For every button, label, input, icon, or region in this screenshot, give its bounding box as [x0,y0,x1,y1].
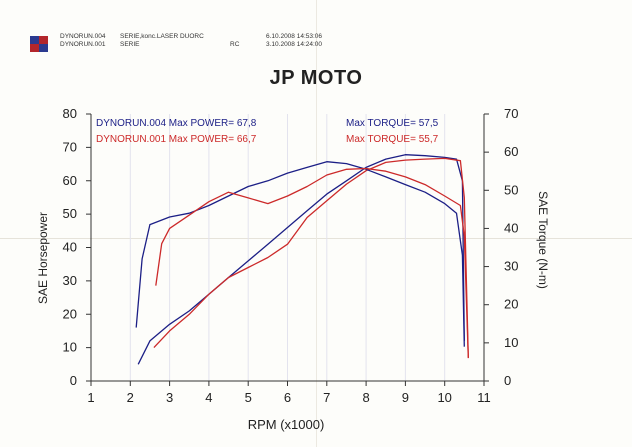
y-right-tick-label: 10 [504,335,518,350]
x-tick-label: 1 [87,390,94,405]
y-right-tick-label: 20 [504,297,518,312]
y-left-tick-label: 10 [63,340,77,355]
y-left-tick-label: 70 [63,139,77,154]
y-right-tick-label: 70 [504,106,518,121]
y-right-tick-label: 50 [504,182,518,197]
run-date: 6.10.2008 14:53:06 [266,33,323,40]
x-tick-label: 8 [362,390,369,405]
series-line-dynorun-001-torque [155,167,469,359]
y-right-tick-label: 0 [504,373,511,388]
chart-title: JP MOTO [269,67,363,89]
x-axis-label: RPM (x1000) [247,417,325,432]
annotation-run001-torque: Max TORQUE= 55,7 [346,134,439,145]
annotation-run001-power: DYNORUN.001 Max POWER= 66,7 [96,134,257,145]
y-left-tick-label: 20 [63,306,77,321]
run-name: DYNORUN.001 [60,41,106,48]
dyno-logo-icon [30,36,48,52]
run-desc: SERIE [120,41,140,48]
y-left-tick-label: 80 [63,106,77,121]
series-line-dynorun-004-torque [135,161,465,347]
x-tick-label: 7 [323,390,330,405]
run-code: RC [230,41,240,48]
x-tick-label: 9 [402,390,409,405]
run-desc: SERIE,konc.LASER DUORC [120,33,204,40]
run-date: 3.10.2008 14:24:00 [266,41,323,48]
y-right-tick-label: 40 [504,220,518,235]
y-left-tick-label: 60 [63,173,77,188]
paper-fold-vertical [316,0,317,447]
y-right-tick-label: 60 [504,144,518,159]
y-left-tick-label: 30 [63,273,77,288]
x-tick-label: 4 [205,390,212,405]
run-info-row-004: DYNORUN.004 SERIE,konc.LASER DUORC 6.10.20… [60,33,322,41]
x-tick-label: 2 [127,390,134,405]
run-info-header: DYNORUN.004 SERIE,konc.LASER DUORC 6.10.20… [60,33,322,49]
y-left-tick-label: 50 [63,206,77,221]
y-right-tick-label: 30 [504,259,518,274]
x-tick-label: 5 [245,390,252,405]
y-left-tick-label: 40 [63,240,77,255]
x-tick-label: 3 [166,390,173,405]
annotation-run004-torque: Max TORQUE= 57,5 [346,118,439,129]
annotation-run004-power: DYNORUN.004 Max POWER= 67,8 [96,118,257,129]
x-tick-label: 11 [477,390,491,405]
run-info-row-001: DYNORUN.001 SERIE RC 3.10.2008 14:24:00 [60,41,322,49]
x-tick-label: 6 [284,390,291,405]
x-tick-label: 10 [437,390,451,405]
y-axis-left-label: SAE Horsepower [36,211,50,305]
series-line-dynorun-001-power [153,157,469,358]
y-left-tick-label: 0 [70,373,77,388]
y-axis-right-label: SAE Torque (N-m) [536,191,550,289]
series-line-dynorun-004-power [137,154,465,365]
run-name: DYNORUN.004 [60,33,106,40]
